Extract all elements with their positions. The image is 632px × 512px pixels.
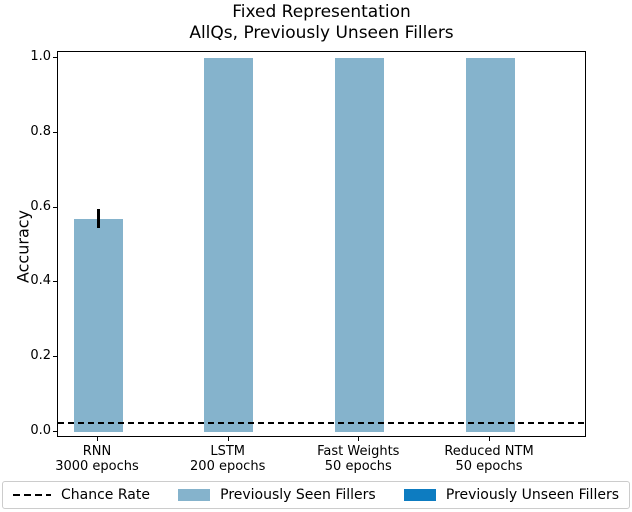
x-tick-label-line: LSTM [210, 444, 246, 459]
dashed-line-icon [13, 494, 51, 496]
error-bar [96, 209, 100, 229]
y-tick-mark [53, 131, 57, 133]
chart-title-line1: Fixed Representation [232, 2, 411, 22]
legend-item: Previously Unseen Fillers [403, 487, 619, 503]
bar-lstm [204, 58, 254, 432]
plot-area [57, 51, 586, 437]
chart-title: Fixed Representation AllQs, Previously U… [57, 2, 586, 44]
y-tick-label: 0.0 [30, 423, 51, 438]
legend-label: Previously Unseen Fillers [445, 487, 619, 503]
x-tick-label-line: 3000 epochs [55, 459, 139, 474]
y-tick-mark [53, 281, 57, 283]
bar-reduced-ntm [465, 58, 515, 432]
x-tick-label-line: Reduced NTM [444, 444, 534, 459]
y-tick-label: 0.4 [30, 273, 51, 289]
x-tick-label: Fast Weights 50 epochs [288, 444, 428, 474]
x-tick-label: RNN 3000 epochs [27, 444, 167, 474]
x-tick-label-line: 50 epochs [455, 459, 523, 474]
legend-label: Previously Seen Fillers [220, 487, 376, 503]
y-tick-mark [53, 431, 57, 432]
x-tick-mark [97, 437, 98, 441]
x-tick-mark [227, 437, 229, 441]
legend-patch-icon [178, 489, 211, 501]
legend-item: Chance Rate [13, 487, 150, 503]
y-tick-label: 0.8 [30, 123, 51, 139]
x-tick-label-line: RNN [82, 444, 112, 459]
x-tick-label: Reduced NTM 50 epochs [419, 444, 559, 474]
x-tick-mark [489, 437, 490, 441]
bar-rnn [73, 218, 123, 432]
chance-rate-line [58, 421, 585, 424]
y-tick-label: 1.0 [30, 49, 51, 64]
y-tick-mark [53, 356, 57, 358]
legend-patch-icon [403, 489, 436, 501]
x-tick-label-line: 50 epochs [324, 459, 392, 474]
y-tick-mark [53, 206, 57, 208]
bar-fast-weights [334, 58, 384, 432]
legend-label: Chance Rate [61, 487, 150, 503]
y-tick-label: 0.2 [30, 348, 51, 364]
x-tick-label: LSTM 200 epochs [158, 444, 298, 474]
x-tick-label-line: Fast Weights [317, 444, 400, 459]
x-tick-mark [358, 437, 360, 441]
legend: Chance Rate Previously Seen Fillers Previo… [2, 481, 630, 509]
y-tick-mark [53, 57, 57, 58]
chart-title-line2: AllQs, Previously Unseen Fillers [189, 23, 454, 43]
y-tick-label: 0.6 [30, 198, 51, 214]
legend-item: Previously Seen Fillers [178, 487, 376, 503]
x-tick-label-line: 200 epochs [190, 459, 266, 474]
